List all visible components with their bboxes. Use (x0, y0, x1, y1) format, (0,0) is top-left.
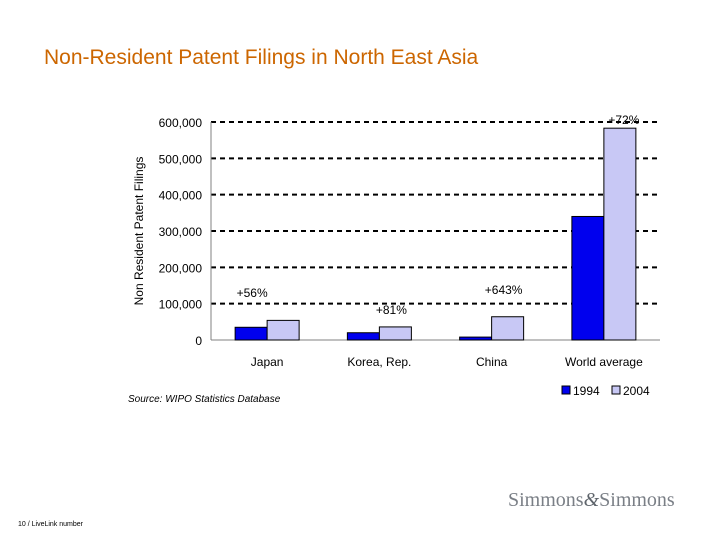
y-tick-label: 100,000 (159, 298, 203, 312)
y-tick-label: 200,000 (159, 261, 203, 275)
source-note: Source: WIPO Statistics Database (128, 394, 281, 405)
y-tick-label: 600,000 (159, 116, 203, 130)
y-tick-label: 0 (195, 334, 202, 348)
simmons-logo: Simmons&Simmons (508, 489, 675, 512)
logo-left: Simmons (508, 489, 584, 511)
legend-swatch-2004 (611, 385, 621, 395)
bar-1994 (346, 332, 380, 341)
logo-ampersand: & (583, 489, 600, 511)
growth-annotation: +643% (485, 283, 523, 297)
x-tick-label: Japan (251, 355, 284, 369)
x-tick-label: World average (565, 355, 643, 369)
bar-1994 (459, 336, 493, 341)
bar-2004 (266, 319, 300, 341)
bar-1994 (234, 326, 268, 341)
growth-annotation: +72% (608, 113, 639, 127)
legend-swatch-1994 (561, 385, 571, 395)
bar-2004 (491, 316, 525, 341)
x-tick-label: China (476, 355, 508, 369)
y-axis-label: Non Resident Patent Filings (132, 157, 146, 306)
y-tick-label: 300,000 (159, 225, 203, 239)
y-tick-label: 400,000 (159, 189, 203, 203)
bar-2004 (603, 127, 637, 341)
growth-annotation: +81% (376, 303, 407, 317)
page-footer: 10 / LiveLink number (18, 521, 83, 528)
bar-1994 (571, 215, 605, 341)
legend-label: 1994 (573, 384, 600, 398)
growth-annotation: +56% (237, 286, 268, 300)
x-tick-label: Korea, Rep. (347, 355, 411, 369)
slide-title: Non-Resident Patent Filings in North Eas… (44, 46, 479, 69)
y-tick-label: 500,000 (159, 152, 203, 166)
logo-right: Simmons (599, 489, 675, 511)
legend-label: 2004 (623, 384, 650, 398)
bar-2004 (378, 326, 412, 341)
